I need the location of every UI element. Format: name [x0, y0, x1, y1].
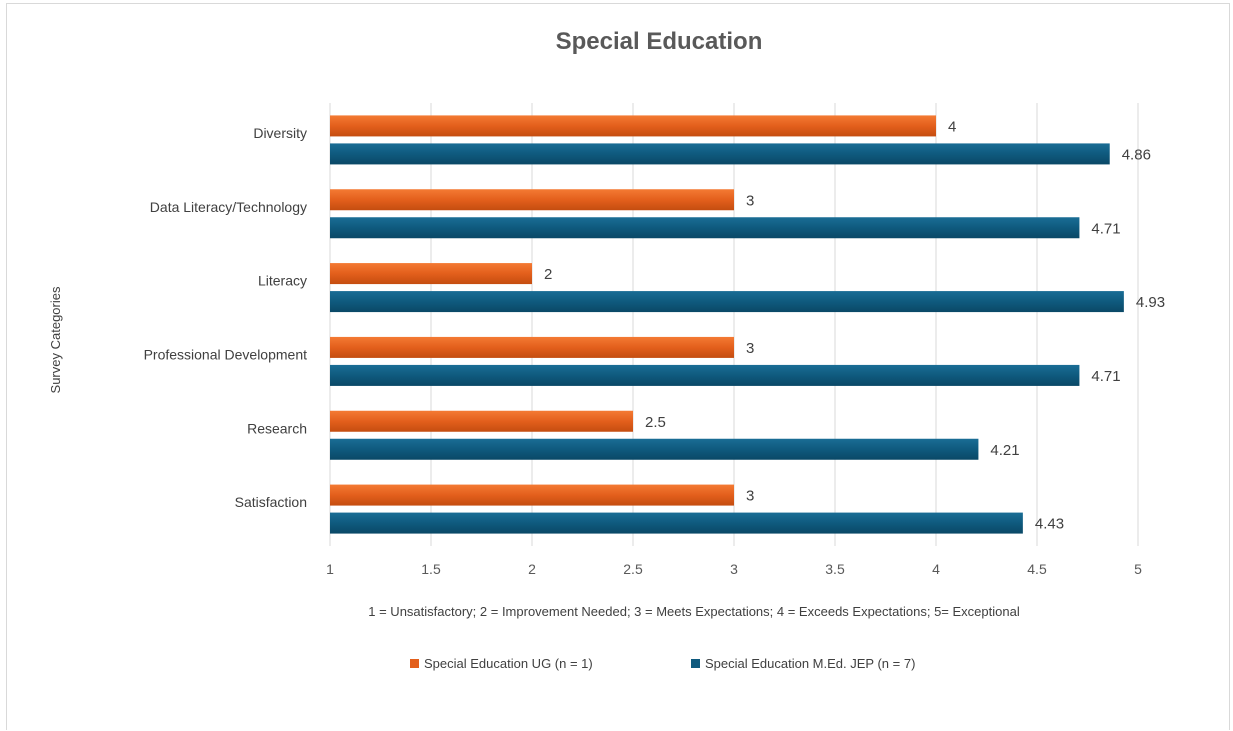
category-label: Satisfaction	[235, 494, 307, 510]
x-tick-label: 3.5	[825, 561, 845, 577]
bar-ug	[330, 115, 936, 137]
legend-swatch	[410, 659, 419, 668]
category-label: Data Literacy/Technology	[150, 199, 307, 215]
bar-med	[330, 291, 1124, 313]
data-label: 3	[746, 192, 754, 209]
bar-med	[330, 143, 1110, 165]
y-axis-title: Survey Categories	[48, 286, 63, 393]
data-label: 2	[544, 266, 552, 283]
data-label: 4.71	[1091, 220, 1120, 237]
legend-label: Special Education UG (n = 1)	[424, 656, 593, 671]
bar-med	[330, 512, 1023, 534]
data-label: 4.21	[990, 442, 1019, 459]
legend-swatch	[691, 659, 700, 668]
data-label: 3	[746, 488, 754, 505]
data-label: 3	[746, 340, 754, 357]
x-tick-label: 2.5	[623, 561, 643, 577]
category-label: Professional Development	[144, 346, 308, 362]
bars-layer	[330, 115, 1124, 534]
labels-layer: 1 1.5 2 2.5 3 3.5 4 4.5 5 Diversity 4 4.86 Data Lite…	[144, 118, 1165, 577]
x-axis-note: 1 = Unsatisfactory; 2 = Improvement Need…	[368, 604, 1020, 619]
data-label: 4.86	[1122, 146, 1151, 163]
x-tick-label: 4	[932, 561, 940, 577]
x-tick-label: 1.5	[421, 561, 441, 577]
bar-med	[330, 438, 979, 460]
data-label: 2.5	[645, 414, 666, 431]
x-tick-label: 2	[528, 561, 536, 577]
grid-layer	[329, 103, 1139, 546]
data-label: 4.93	[1136, 294, 1165, 311]
data-label: 4.71	[1091, 368, 1120, 385]
bar-ug	[330, 189, 734, 211]
category-label: Literacy	[258, 273, 307, 289]
chart-title: Special Education	[556, 28, 763, 55]
data-label: 4.43	[1035, 516, 1064, 533]
bar-ug	[330, 410, 633, 432]
bar-ug	[330, 336, 734, 358]
legend: Special Education UG (n = 1) Special Educ…	[410, 656, 915, 671]
data-label: 4	[948, 118, 956, 135]
x-tick-label: 5	[1134, 561, 1142, 577]
chart-frame	[6, 3, 1230, 730]
bar-ug	[330, 263, 532, 285]
bar-med	[330, 364, 1080, 386]
category-label: Diversity	[253, 125, 307, 141]
x-tick-label: 1	[326, 561, 334, 577]
bar-ug	[330, 484, 734, 506]
legend-label: Special Education M.Ed. JEP (n = 7)	[705, 656, 915, 671]
category-label: Research	[247, 420, 307, 436]
bar-med	[330, 217, 1080, 239]
x-tick-label: 3	[730, 561, 738, 577]
x-tick-label: 4.5	[1027, 561, 1047, 577]
